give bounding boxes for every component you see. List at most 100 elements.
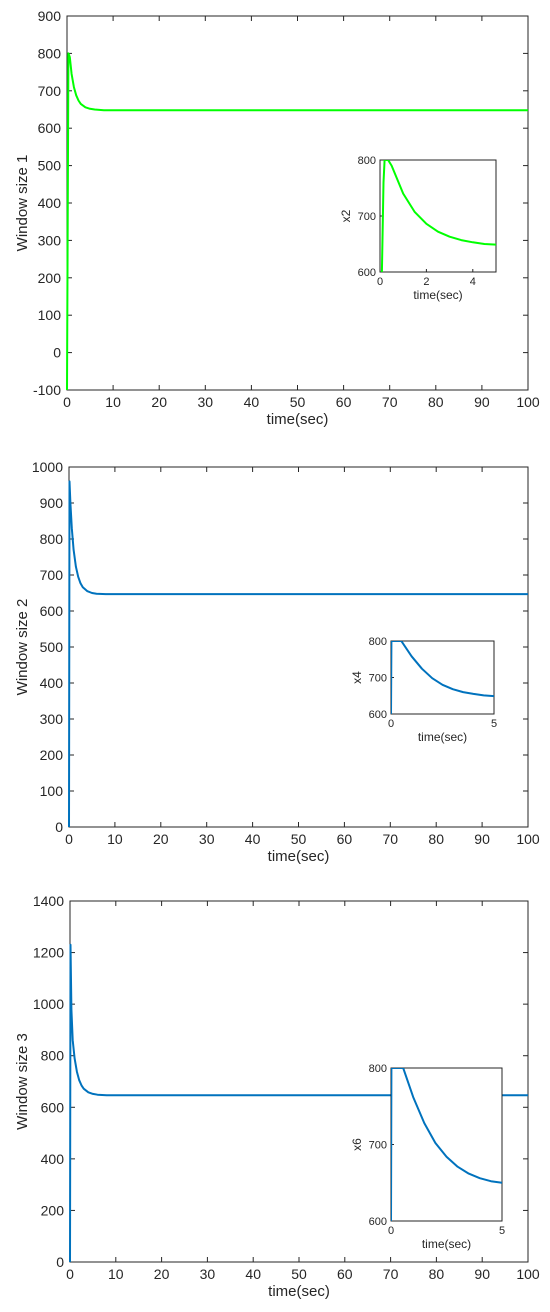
inset-panel: 0 2 4 600 700 800 time(sec) x2 <box>339 155 497 302</box>
x-tick-label: 80 <box>428 394 444 410</box>
inset-series-line-1 <box>380 160 496 272</box>
y-tick-label: 400 <box>40 675 64 691</box>
x-tick-label: 30 <box>198 394 214 410</box>
x-tick-label: 50 <box>291 831 307 847</box>
y-tick-label: 700 <box>40 567 64 583</box>
inset-y-tick-label: 800 <box>358 155 376 167</box>
inset-y-tick-label: 800 <box>369 636 387 648</box>
y-tick-label: 200 <box>38 270 62 286</box>
y-axis-label: Window size 1 <box>14 155 31 252</box>
chart-panel-2: 0 10 20 30 40 50 60 70 80 90 100010020030040050060… <box>14 459 540 865</box>
inset-frame <box>379 159 497 273</box>
y-tick-label: 100 <box>40 783 64 799</box>
x-tick-label: 10 <box>105 394 121 410</box>
inset-frame <box>390 1067 503 1222</box>
inset-y-axis-label: x2 <box>339 209 353 222</box>
y-tick-label: 900 <box>38 8 62 24</box>
y-tick-label: 900 <box>40 495 64 511</box>
x-tick-label: 70 <box>382 394 398 410</box>
x-tick-label: 50 <box>290 394 306 410</box>
y-tick-label: 200 <box>41 1202 65 1218</box>
y-tick-label: 1000 <box>33 996 64 1012</box>
y-tick-label: 0 <box>53 345 61 361</box>
inset-series-line-1 <box>391 641 494 714</box>
inset-y-tick-label: 700 <box>369 673 387 685</box>
y-tick-label: 0 <box>56 1254 64 1270</box>
x-tick-label: 40 <box>244 394 260 410</box>
y-tick-label: 500 <box>38 158 62 174</box>
x-tick-label: 60 <box>336 394 352 410</box>
x-axis-label: time(sec) <box>268 1283 330 1300</box>
x-tick-label: 20 <box>154 1266 170 1282</box>
y-tick-label: 200 <box>40 747 64 763</box>
inset-x-tick-label: 0 <box>388 718 394 730</box>
y-tick-label: 500 <box>40 639 64 655</box>
y-tick-label: 700 <box>38 83 62 99</box>
y-axis-label: Window size 3 <box>14 1033 31 1130</box>
x-tick-label: 0 <box>65 831 73 847</box>
inset-x-tick-label: 5 <box>491 718 497 730</box>
y-tick-label: 600 <box>40 603 64 619</box>
y-tick-label: 300 <box>38 232 62 248</box>
inset-y-tick-label: 700 <box>369 1140 387 1152</box>
inset-x-tick-label: 0 <box>388 1225 394 1237</box>
inset-x-axis-label: time(sec) <box>413 288 462 302</box>
inset-y-axis-label: x4 <box>350 671 364 684</box>
x-tick-label: 30 <box>199 831 215 847</box>
y-tick-label: 800 <box>38 45 62 61</box>
inset-x-tick-label: 4 <box>470 276 476 288</box>
chart-panel-3: 0 10 20 30 40 50 60 70 80 90 100020040060080010001… <box>14 893 540 1300</box>
x-tick-label: 20 <box>153 831 169 847</box>
x-tick-label: 90 <box>474 1266 490 1282</box>
chart-panel-1: 0 10 20 30 40 50 60 70 80 90 100-10001002003004005… <box>14 8 540 428</box>
inset-series-line-1 <box>391 1068 502 1221</box>
y-tick-label: 300 <box>40 711 64 727</box>
inset-y-tick-label: 600 <box>369 709 387 721</box>
inset-x-tick-label: 2 <box>423 276 429 288</box>
inset-panel: 0 5 600 700 800 time(sec) x4 <box>350 636 497 744</box>
x-tick-label: 100 <box>516 831 540 847</box>
x-tick-label: 40 <box>245 1266 261 1282</box>
inset-y-tick-label: 700 <box>358 211 376 223</box>
x-tick-label: 0 <box>63 394 71 410</box>
y-tick-label: 1400 <box>33 893 64 909</box>
x-tick-label: 80 <box>428 831 444 847</box>
inset-y-axis-label: x6 <box>350 1138 364 1151</box>
inset-panel: 0 5 600 700 800 time(sec) x6 <box>350 1063 505 1251</box>
x-axis-label: time(sec) <box>268 848 330 865</box>
x-tick-label: 20 <box>151 394 167 410</box>
x-tick-label: 60 <box>337 1266 353 1282</box>
x-tick-label: 10 <box>107 831 123 847</box>
inset-x-axis-label: time(sec) <box>418 730 467 744</box>
y-tick-label: 400 <box>38 195 62 211</box>
x-tick-label: 100 <box>516 1266 540 1282</box>
x-tick-label: 30 <box>200 1266 216 1282</box>
y-tick-label: 800 <box>41 1048 65 1064</box>
x-tick-label: 0 <box>66 1266 74 1282</box>
inset-y-tick-label: 600 <box>358 267 376 279</box>
x-tick-label: 10 <box>108 1266 124 1282</box>
inset-y-tick-label: 600 <box>369 1216 387 1228</box>
x-tick-label: 90 <box>474 394 490 410</box>
x-tick-label: 100 <box>516 394 540 410</box>
y-tick-label: 0 <box>55 819 63 835</box>
inset-x-axis-label: time(sec) <box>422 1237 471 1251</box>
y-tick-label: -100 <box>33 382 61 398</box>
x-tick-label: 80 <box>429 1266 445 1282</box>
series-line-1 <box>69 943 528 1263</box>
series-line-1 <box>68 480 528 828</box>
inset-frame <box>390 640 495 715</box>
x-tick-label: 90 <box>474 831 490 847</box>
y-axis-label: Window size 2 <box>14 599 31 696</box>
y-tick-label: 1200 <box>33 945 64 961</box>
x-axis-label: time(sec) <box>267 411 329 428</box>
series-line-1 <box>66 52 528 391</box>
y-tick-label: 400 <box>41 1151 65 1167</box>
inset-x-tick-label: 0 <box>377 276 383 288</box>
y-tick-label: 600 <box>41 1099 65 1115</box>
x-tick-label: 60 <box>337 831 353 847</box>
inset-y-tick-label: 800 <box>369 1063 387 1075</box>
x-tick-label: 70 <box>383 831 399 847</box>
inset-x-tick-label: 5 <box>499 1225 505 1237</box>
